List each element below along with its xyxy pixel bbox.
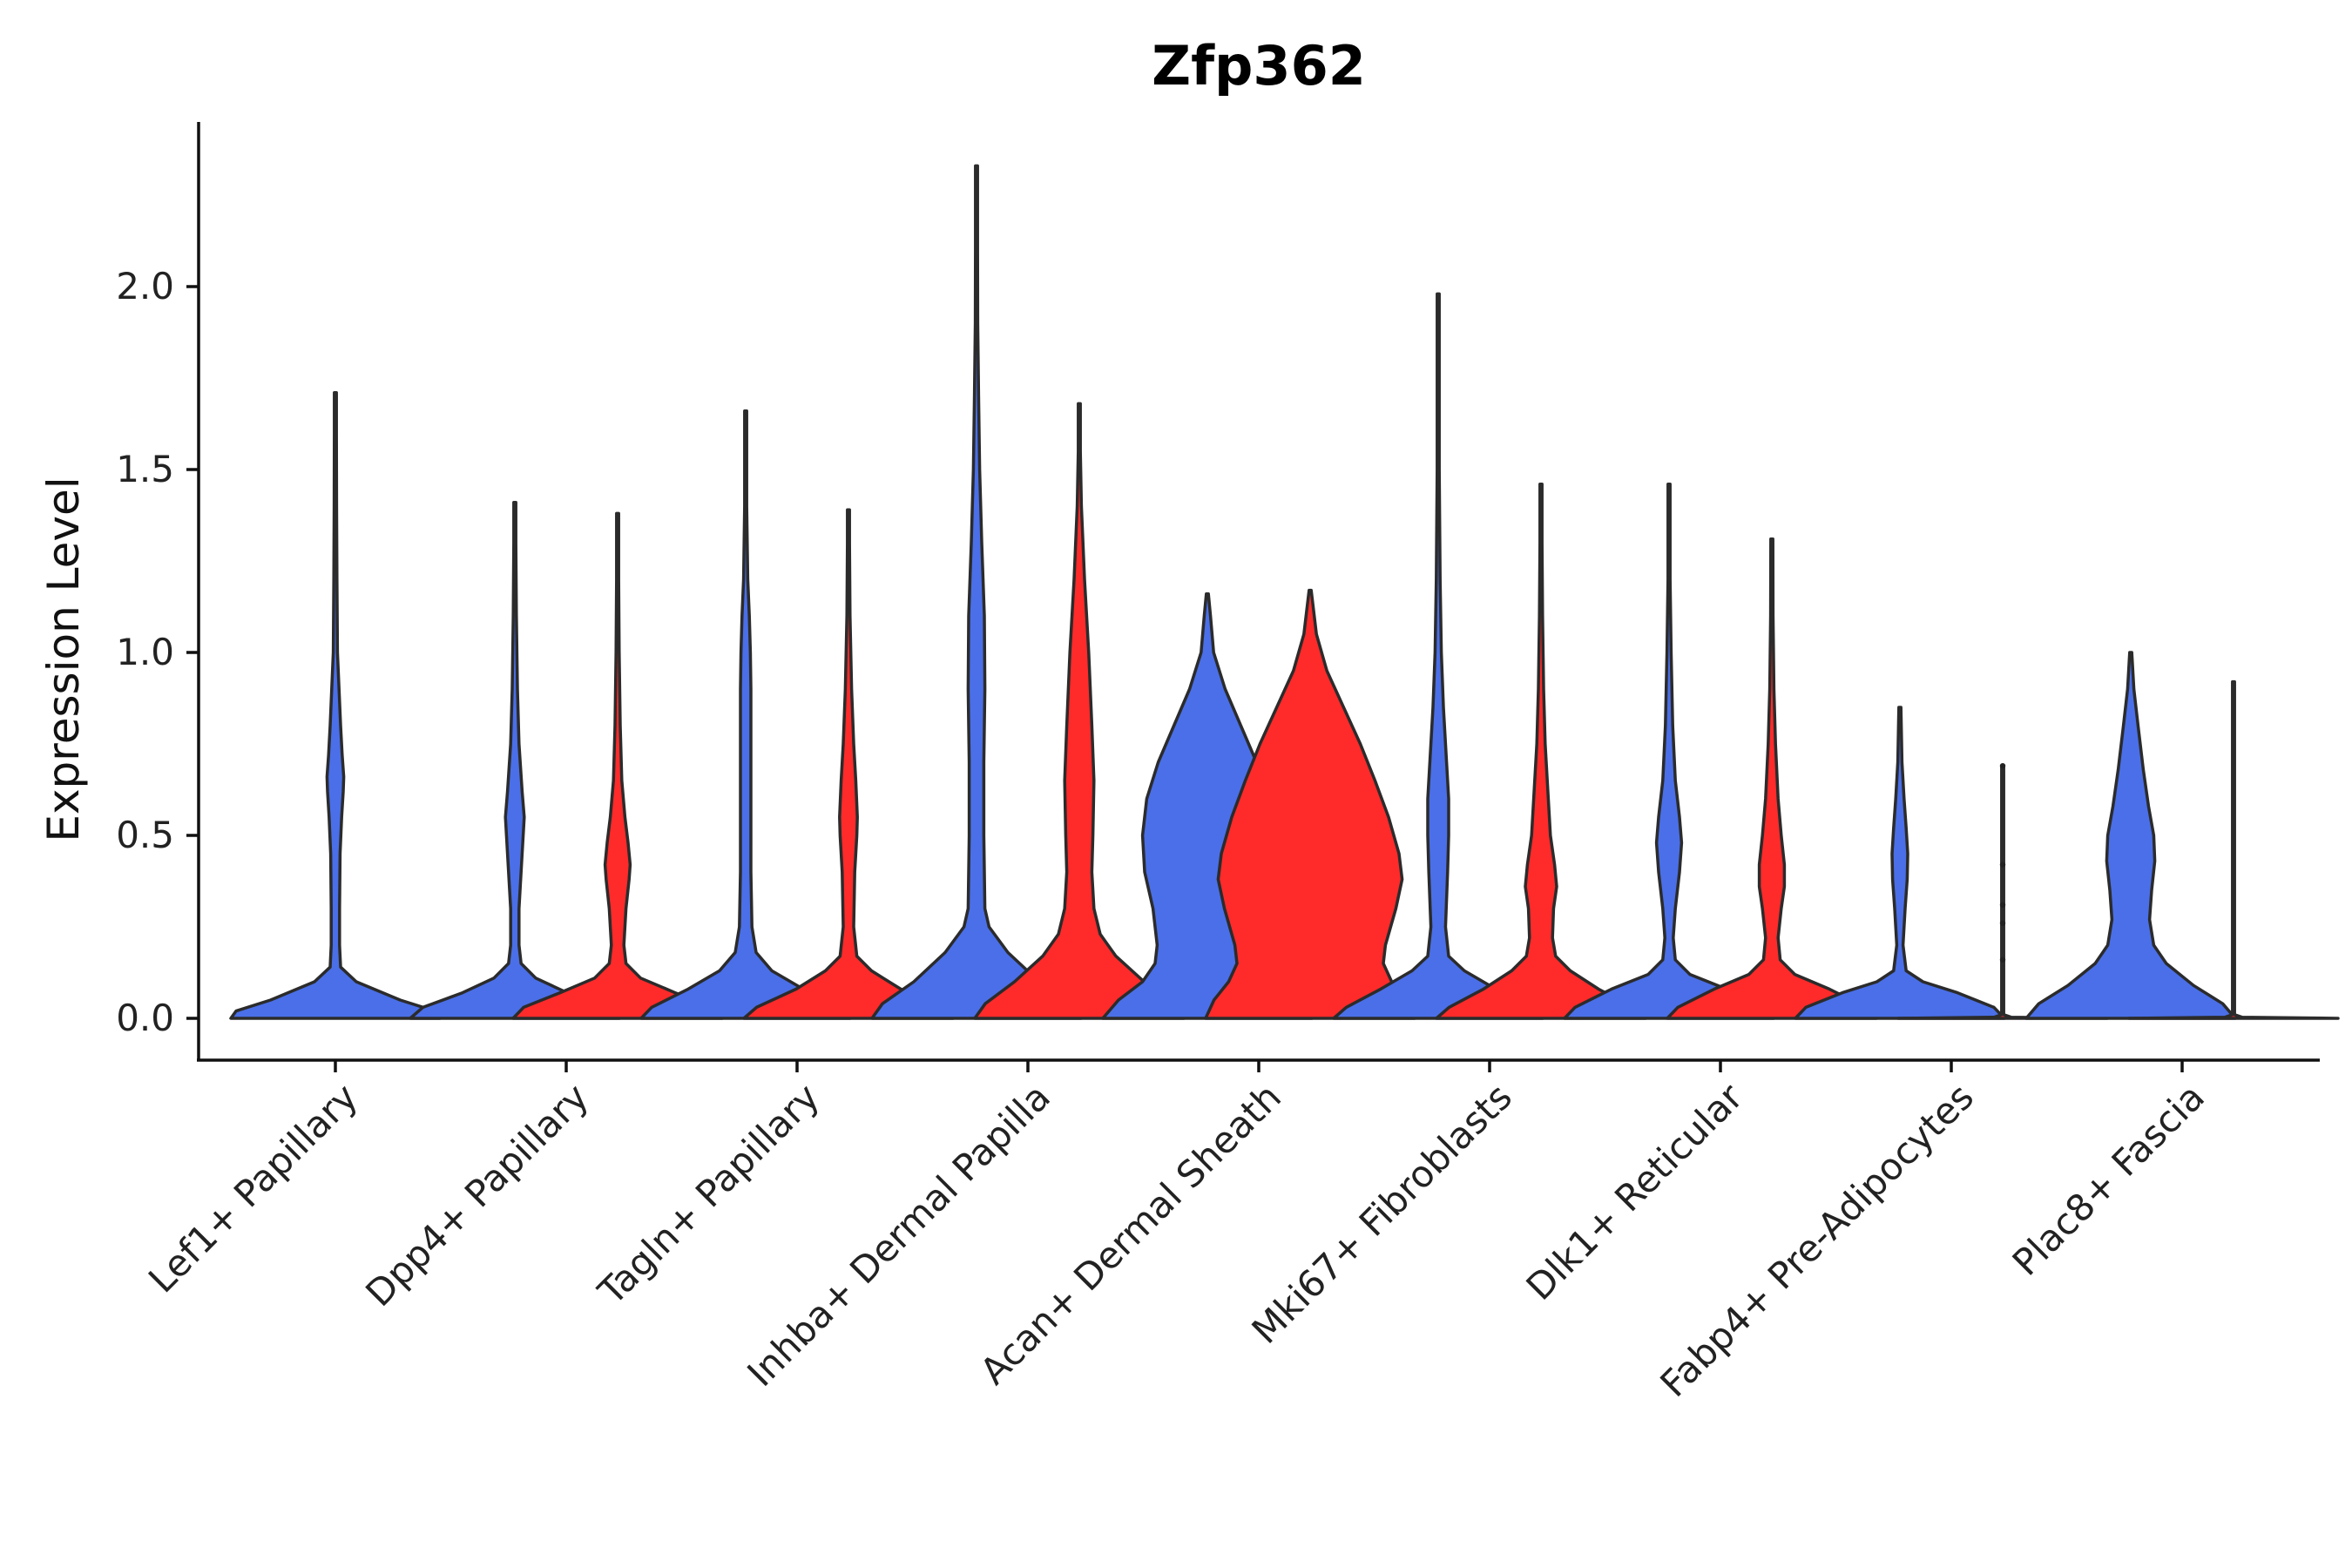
chart-title: Zfp362 (1152, 34, 1366, 98)
x-tick-label: Plac8+ Fascia (2004, 1075, 2213, 1283)
jitter-point (1999, 902, 2006, 909)
violin-blue-13 (1794, 706, 2006, 1020)
x-tick-label: Dlk1+ Reticular (1518, 1075, 1752, 1308)
violin-blue-1 (409, 501, 621, 1020)
violin-blue-9 (1332, 292, 1544, 1020)
y-tick-label: 0.5 (116, 814, 174, 856)
violins-group (229, 164, 2340, 1020)
violin-blue-5 (870, 164, 1083, 1020)
violin-red-12 (1666, 537, 1878, 1020)
violin-blue-3 (639, 409, 852, 1020)
jitter-point (1999, 920, 2006, 927)
jitter-point (1999, 763, 2006, 769)
violin-red-10 (1435, 483, 1647, 1020)
violin-blue-15 (2024, 651, 2237, 1020)
violin-red-16 (2127, 679, 2340, 1020)
jitter-points-group (1999, 763, 2006, 963)
violin-red-4 (742, 508, 955, 1020)
x-tick-label: Lef1+ Papillary (140, 1075, 366, 1301)
violin-red-6 (973, 402, 1186, 1020)
violin-blue-11 (1563, 483, 1775, 1020)
y-tick-label: 2.0 (116, 265, 174, 308)
jitter-point (1999, 956, 2006, 963)
y-axis-ticks: 0.0 0.5 1.0 1.5 2.0 (116, 265, 199, 1039)
jitter-point (1999, 862, 2006, 868)
x-tick-label: Dpp4+ Papillary (357, 1075, 597, 1315)
y-tick-label: 0.0 (116, 997, 174, 1039)
y-axis-title: Expression Level (38, 476, 89, 841)
y-tick-label: 1.0 (116, 631, 174, 673)
violin-red-8 (1204, 588, 1416, 1020)
y-tick-label: 1.5 (116, 448, 174, 490)
violin-blue-0 (229, 391, 442, 1020)
x-tick-label: Mki67+ Fibroblasts (1244, 1075, 1520, 1351)
violin-red-2 (511, 511, 724, 1020)
x-tick-label: Tagln+ Papillary (590, 1075, 828, 1313)
